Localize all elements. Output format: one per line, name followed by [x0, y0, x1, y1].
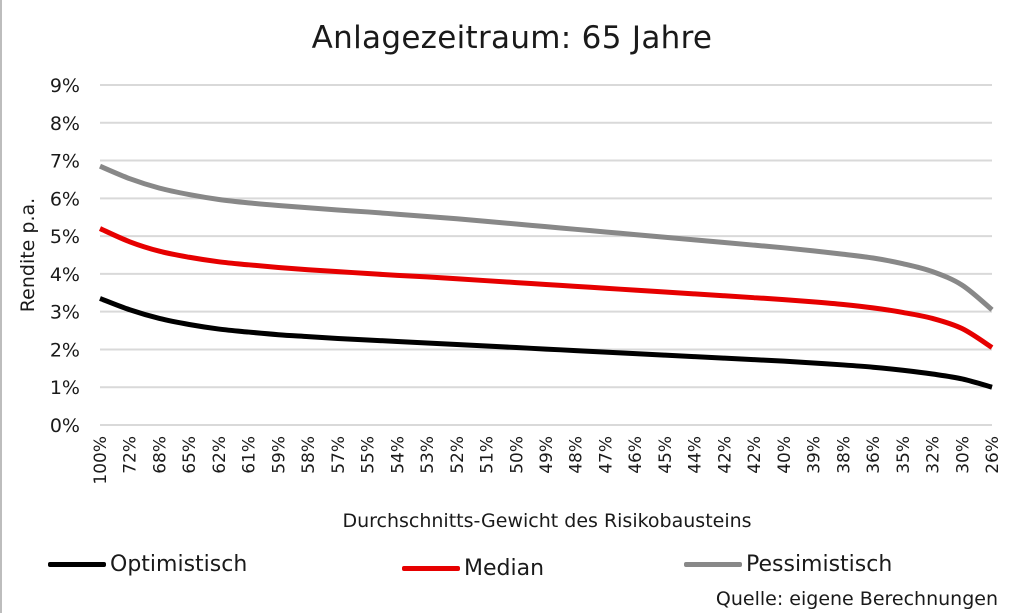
svg-text:42%: 42%: [715, 436, 735, 474]
svg-text:54%: 54%: [388, 436, 408, 474]
svg-text:0%: 0%: [50, 415, 80, 437]
svg-text:8%: 8%: [50, 113, 80, 135]
svg-text:58%: 58%: [299, 436, 319, 474]
svg-text:30%: 30%: [953, 436, 973, 474]
svg-text:3%: 3%: [50, 302, 80, 324]
gridlines: [100, 84, 992, 426]
svg-text:55%: 55%: [359, 436, 379, 474]
svg-text:1%: 1%: [50, 377, 80, 399]
series-line-pessimistisch: [99, 163, 994, 312]
svg-text:52%: 52%: [448, 436, 468, 474]
svg-text:6%: 6%: [50, 188, 80, 210]
legend-item-optimistisch: Optimistisch: [48, 552, 247, 577]
series-lines: [98, 163, 994, 390]
svg-text:2%: 2%: [50, 339, 80, 361]
svg-text:48%: 48%: [567, 436, 587, 474]
svg-text:100%: 100%: [91, 436, 111, 485]
svg-text:26%: 26%: [983, 436, 1003, 474]
source-note: Quelle: eigene Berechnungen: [715, 588, 998, 610]
svg-text:45%: 45%: [656, 436, 676, 474]
x-axis-label: Durchschnitts-Gewicht des Risikobaustein…: [342, 510, 752, 532]
svg-text:4%: 4%: [50, 264, 80, 286]
svg-text:5%: 5%: [50, 226, 80, 248]
svg-text:61%: 61%: [240, 436, 260, 474]
svg-text:57%: 57%: [329, 436, 349, 474]
legend-item-median: Median: [402, 556, 544, 581]
svg-text:7%: 7%: [50, 151, 80, 173]
svg-text:44%: 44%: [686, 436, 706, 474]
x-axis-ticks: 100% 72% 68% 65% 62% 61% 59% 58% 57% 55% 54% 53% 52%…: [91, 436, 1003, 485]
legend-swatch-red: [402, 566, 460, 571]
svg-text:46%: 46%: [626, 436, 646, 474]
y-axis-ticks: 0% 1% 2% 3% 4% 5% 6% 7% 8% 9%: [50, 75, 80, 437]
svg-text:39%: 39%: [805, 436, 825, 474]
svg-text:40%: 40%: [775, 436, 795, 474]
svg-text:47%: 47%: [596, 436, 616, 474]
legend-swatch-black: [48, 562, 106, 567]
legend-item-pessimistisch: Pessimistisch: [684, 552, 892, 577]
svg-text:38%: 38%: [834, 436, 854, 474]
legend-label: Pessimistisch: [746, 552, 893, 577]
svg-text:62%: 62%: [210, 436, 230, 474]
y-axis-label: Rendite p.a.: [17, 197, 39, 313]
svg-text:50%: 50%: [507, 436, 527, 474]
svg-text:68%: 68%: [150, 436, 170, 474]
svg-text:59%: 59%: [269, 436, 289, 474]
legend-label: Median: [464, 556, 545, 581]
series-line-optimistisch: [99, 296, 993, 390]
svg-text:51%: 51%: [478, 436, 498, 474]
svg-text:36%: 36%: [864, 436, 884, 474]
series-line-median: [98, 226, 994, 350]
svg-text:42%: 42%: [745, 436, 765, 474]
legend-label: Optimistisch: [110, 552, 248, 577]
svg-text:72%: 72%: [121, 436, 141, 474]
svg-text:35%: 35%: [894, 436, 914, 474]
legend-swatch-gray: [684, 562, 742, 567]
svg-text:9%: 9%: [50, 75, 80, 97]
svg-text:49%: 49%: [537, 436, 557, 474]
svg-text:53%: 53%: [418, 436, 438, 474]
svg-text:65%: 65%: [180, 436, 200, 474]
chart-title: Anlagezeitraum: 65 Jahre: [311, 20, 713, 56]
svg-text:32%: 32%: [924, 436, 944, 474]
